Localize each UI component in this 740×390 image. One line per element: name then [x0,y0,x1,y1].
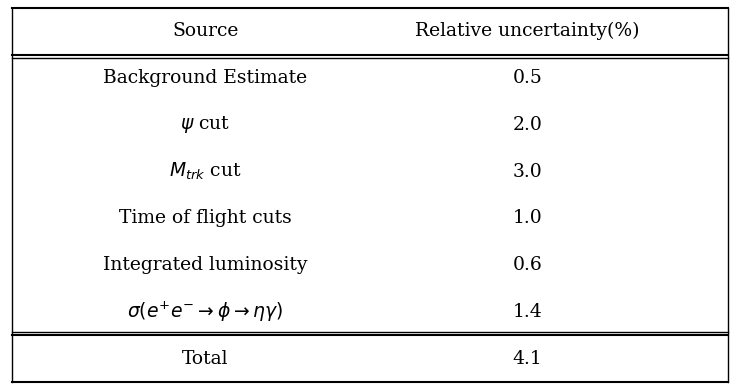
Text: 1.4: 1.4 [513,303,542,321]
Text: Background Estimate: Background Estimate [104,69,307,87]
Text: 4.1: 4.1 [513,349,542,368]
Text: 0.6: 0.6 [513,256,542,274]
Text: $\sigma(e^{+}e^{-} \rightarrow \phi \rightarrow \eta\gamma)$: $\sigma(e^{+}e^{-} \rightarrow \phi \rig… [127,300,283,324]
Text: $\psi$ cut: $\psi$ cut [180,114,230,135]
Text: Total: Total [182,349,229,368]
Text: 2.0: 2.0 [513,116,542,134]
Text: $M_{trk}$ cut: $M_{trk}$ cut [169,161,242,182]
Text: Time of flight cuts: Time of flight cuts [119,209,292,227]
Text: 3.0: 3.0 [513,163,542,181]
Text: 0.5: 0.5 [513,69,542,87]
Text: 1.0: 1.0 [513,209,542,227]
Text: Relative uncertainty(%): Relative uncertainty(%) [415,22,640,41]
Text: Integrated luminosity: Integrated luminosity [103,256,308,274]
Text: Source: Source [172,22,238,41]
